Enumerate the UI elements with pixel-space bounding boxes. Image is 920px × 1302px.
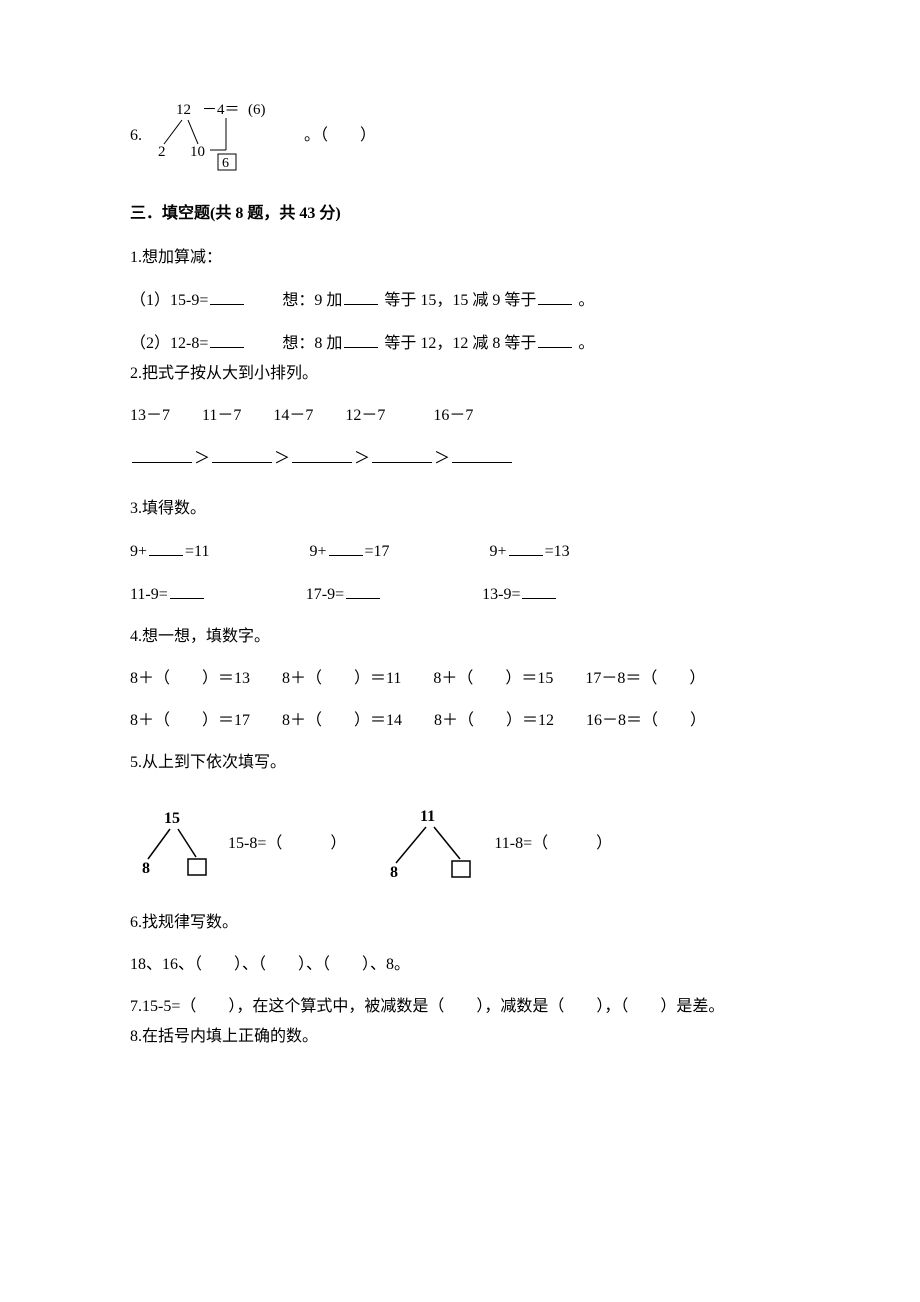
question-6: 6. 12 －4＝ (6) 2 10 6 。（ ） xyxy=(130,100,920,172)
blank xyxy=(538,331,572,348)
fig1-top: 15 xyxy=(164,810,180,827)
cell: 9+ xyxy=(130,543,147,560)
tree-diagram-2: 11 8 xyxy=(376,807,486,881)
blank xyxy=(149,539,183,556)
cell: 17-9= xyxy=(306,586,344,603)
cell: 9+ xyxy=(309,543,326,560)
q3-3-row1: 9+ =11 9+ =17 9+ =13 xyxy=(130,539,920,564)
diag-top-12: 12 xyxy=(176,102,191,118)
q3-1-line2: （2）12-8= 想：8 加 等于 12，12 减 8 等于 。 xyxy=(130,331,920,356)
fig2-eq: 11-8=（ ） xyxy=(494,832,612,856)
q3-1-l1-pre: （1）15-9= xyxy=(130,292,208,309)
blank xyxy=(292,446,352,463)
blank xyxy=(452,446,512,463)
blank xyxy=(212,446,272,463)
blank xyxy=(170,582,204,599)
cell: =17 xyxy=(365,543,390,560)
fig2-left: 8 xyxy=(390,864,398,881)
cell: =11 xyxy=(185,543,209,560)
q3-2-label: 2.把式子按从大到小排列。 xyxy=(130,362,920,386)
q3-4-row2: 8＋（ ）＝17 8＋（ ）＝14 8＋（ ）＝12 16－8＝（ ） xyxy=(130,709,920,733)
tree-diagram-1: 15 8 xyxy=(130,809,220,879)
q3-6-label: 6.找规律写数。 xyxy=(130,911,920,935)
q3-1-l2-mid2: 等于 12，12 减 8 等于 xyxy=(384,335,536,352)
diag-top-minus4: －4＝ xyxy=(202,102,240,118)
blank xyxy=(372,446,432,463)
q3-1-label: 1.想加算减： xyxy=(130,246,920,270)
q3-1-l2-mid: 想：8 加 xyxy=(250,335,342,352)
diag-left-2: 2 xyxy=(158,144,166,160)
q3-1-l1-mid: 想：9 加 xyxy=(250,292,342,309)
q3-8-label: 8.在括号内填上正确的数。 xyxy=(130,1025,920,1049)
cell: 9+ xyxy=(490,543,507,560)
blank xyxy=(344,288,378,305)
blank xyxy=(210,331,244,348)
section-3-title: 三．填空题(共 8 题，共 43 分) xyxy=(130,202,920,226)
blank xyxy=(132,446,192,463)
q3-4-row1: 8＋（ ）＝13 8＋（ ）＝11 8＋（ ）＝15 17－8＝（ ） xyxy=(130,667,920,691)
q3-5-fig2: 11 8 11-8=（ ） xyxy=(376,807,612,881)
q3-3-label: 3.填得数。 xyxy=(130,497,920,521)
q3-1-l1-mid2: 等于 15，15 减 9 等于 xyxy=(384,292,536,309)
q3-1-l2-pre: （2）12-8= xyxy=(130,335,208,352)
blank xyxy=(522,582,556,599)
blank xyxy=(329,539,363,556)
diag-box-6: 6 xyxy=(222,156,229,171)
blank xyxy=(344,331,378,348)
q3-5-figures: 15 8 15-8=（ ） 11 8 11-8=（ ） xyxy=(130,807,920,881)
diag-right-10: 10 xyxy=(190,144,205,160)
cell: 11-9= xyxy=(130,586,168,603)
q3-4-label: 4.想一想，填数字。 xyxy=(130,625,920,649)
cell: 13-9= xyxy=(482,586,520,603)
q3-3-row2: 11-9= 17-9= 13-9= xyxy=(130,582,920,607)
q3-5-fig1: 15 8 15-8=（ ） xyxy=(130,809,346,879)
q3-2-inequality: ＞＞＞＞ xyxy=(130,446,920,471)
cell: =13 xyxy=(545,543,570,560)
blank xyxy=(509,539,543,556)
split-diagram-svg: 12 －4＝ (6) 2 10 6 xyxy=(148,100,298,172)
q3-5-label: 5.从上到下依次填写。 xyxy=(130,751,920,775)
blank xyxy=(538,288,572,305)
q3-6-line: 18、16、（ ）、（ ）、（ ）、8。 xyxy=(130,953,920,977)
q3-1-l2-end: 。 xyxy=(578,335,594,352)
q3-2-exprs: 13－7 11－7 14－7 12－7 16－7 xyxy=(130,404,920,428)
q6-prefix: 6. xyxy=(130,124,142,148)
q6-diagram: 12 －4＝ (6) 2 10 6 xyxy=(148,100,298,172)
q3-7-line: 7.15-5=（ ），在这个算式中，被减数是（ ），减数是（ ），（ ）是差。 xyxy=(130,995,920,1019)
fig2-top: 11 xyxy=(420,808,435,825)
q3-1-l1-end: 。 xyxy=(578,292,594,309)
diag-top-result: (6) xyxy=(248,102,266,118)
q6-suffix: 。（ ） xyxy=(304,124,376,148)
blank xyxy=(346,582,380,599)
fig1-left: 8 xyxy=(142,860,150,877)
fig1-eq: 15-8=（ ） xyxy=(228,832,346,856)
q3-1-line1: （1）15-9= 想：9 加 等于 15，15 减 9 等于 。 xyxy=(130,288,920,313)
blank xyxy=(210,288,244,305)
